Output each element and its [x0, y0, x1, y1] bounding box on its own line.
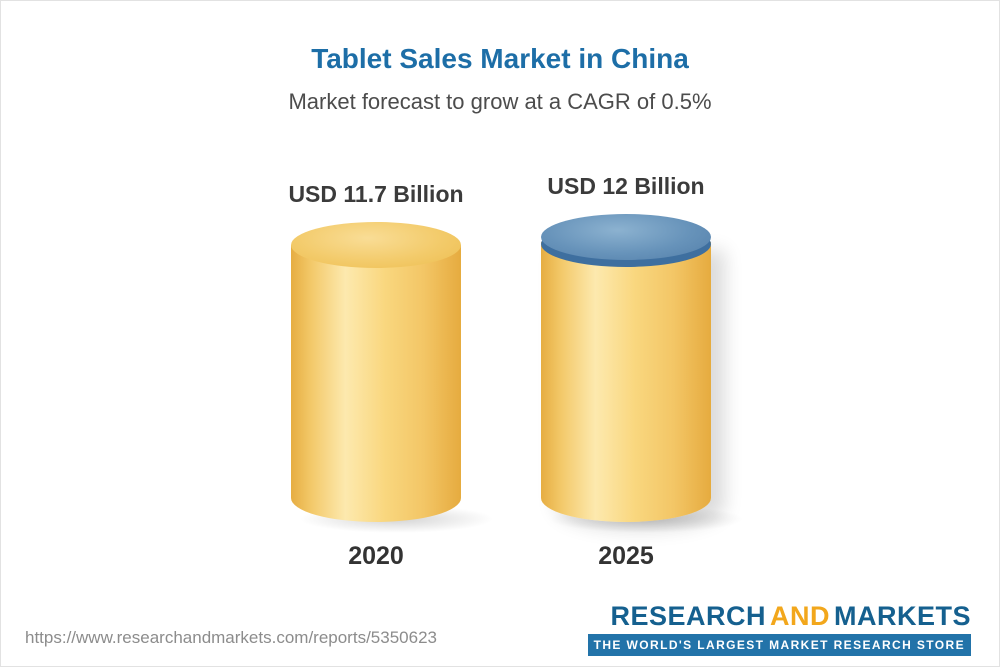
chart-title: Tablet Sales Market in China [311, 43, 689, 74]
category-label-2020: 2020 [348, 542, 404, 570]
chart-subtitle: Market forecast to grow at a CAGR of 0.5… [288, 89, 712, 114]
bar-2020 [291, 222, 494, 533]
cylinder-body [291, 245, 461, 522]
report-url: https://www.researchandmarkets.com/repor… [25, 628, 437, 647]
cylinder-top [291, 222, 461, 268]
cylinder-top-blue [541, 214, 711, 260]
bar-2025 [541, 214, 744, 533]
logo-wordmark: RESEARCH AND MARKETS [588, 600, 971, 631]
bar-group-2025: USD 12 Billion 2025 [519, 173, 744, 571]
research-and-markets-logo: RESEARCH AND MARKETS THE WORLD'S LARGEST M… [587, 600, 971, 656]
value-label-2025: USD 12 Billion [547, 173, 705, 199]
bar-group-2020: USD 11.7 Billion 2020 [269, 181, 494, 571]
logo-word-markets: MARKETS [834, 600, 971, 631]
logo-tagline: THE WORLD'S LARGEST MARKET RESEARCH STOR… [587, 634, 971, 656]
chart-area: USD 11.7 Billion 2020 USD 12 Billion 202… [1, 151, 999, 571]
category-label-2025: 2025 [598, 542, 654, 570]
value-label-2020: USD 11.7 Billion [288, 181, 464, 207]
cylinder-body [541, 242, 711, 522]
logo-word-and: AND [770, 600, 830, 631]
logo-word-research: RESEARCH [610, 600, 766, 631]
